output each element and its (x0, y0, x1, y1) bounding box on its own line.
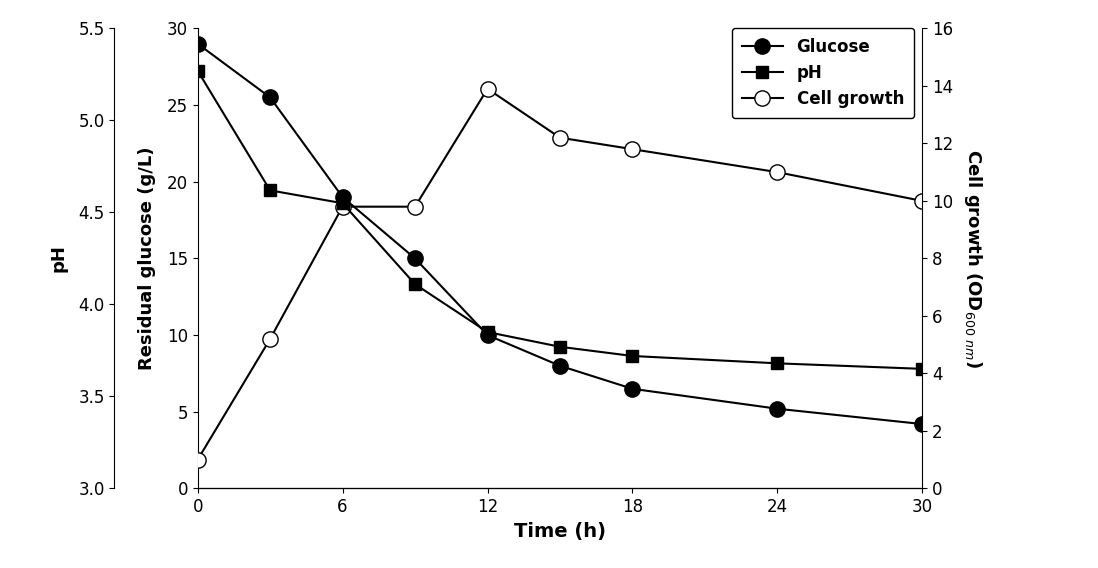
Line: Glucose: Glucose (190, 36, 930, 432)
Glucose (264, 94, 277, 101)
Cell growth (336, 203, 349, 210)
Glucose (408, 255, 422, 262)
Glucose (553, 362, 567, 369)
pH (916, 365, 929, 372)
Cell growth (191, 456, 204, 463)
Cell growth (481, 85, 494, 92)
Cell growth (771, 169, 784, 176)
Y-axis label: Residual glucose (g/L): Residual glucose (g/L) (137, 147, 156, 370)
Cell growth (626, 146, 639, 153)
Cell growth (553, 134, 567, 141)
Cell growth (408, 203, 422, 210)
Glucose (916, 421, 929, 428)
Glucose (191, 40, 204, 47)
X-axis label: Time (h): Time (h) (514, 522, 606, 541)
pH (626, 353, 639, 360)
Legend: Glucose, pH, Cell growth: Glucose, pH, Cell growth (731, 27, 914, 118)
Glucose (336, 194, 349, 201)
Line: Cell growth: Cell growth (190, 81, 930, 467)
Cell growth (916, 198, 929, 204)
Cell growth (264, 336, 277, 343)
Line: pH: pH (191, 65, 929, 375)
Glucose (626, 385, 639, 392)
Y-axis label: pH: pH (49, 244, 67, 273)
pH (264, 187, 277, 194)
Glucose (771, 406, 784, 412)
pH (481, 329, 494, 336)
pH (553, 344, 567, 350)
Glucose (481, 332, 494, 339)
pH (336, 200, 349, 207)
pH (408, 281, 422, 287)
Y-axis label: Cell growth (OD$_{600\ nm}$): Cell growth (OD$_{600\ nm}$) (962, 149, 984, 368)
pH (771, 360, 784, 367)
pH (191, 68, 204, 74)
